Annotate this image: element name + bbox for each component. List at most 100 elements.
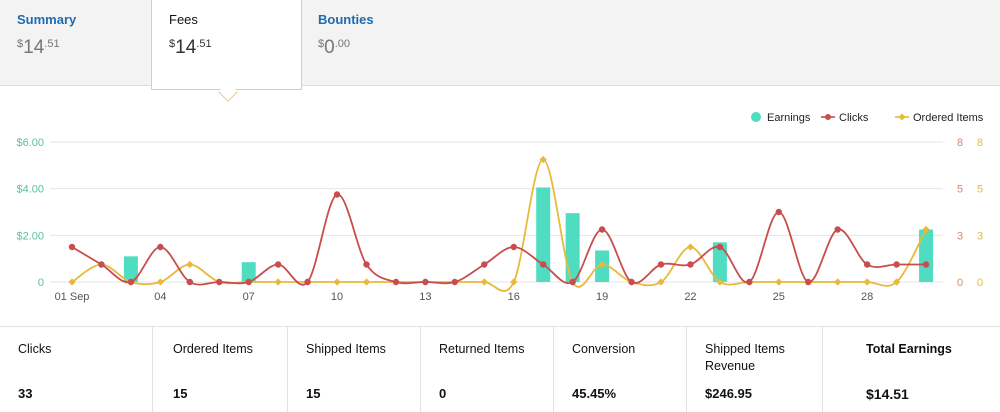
stat-shipped-items-label: Shipped Items (306, 342, 386, 356)
clicks-point (127, 278, 135, 286)
ordered-items-point (362, 278, 371, 286)
y-right-clicks-tick-label: 3 (957, 230, 963, 242)
stat-total-earnings: Total Earnings $14.51 (848, 327, 1000, 412)
stat-shipped-revenue-value: $246.95 (705, 386, 752, 401)
clicks-point (775, 208, 782, 216)
clicks-point (363, 261, 370, 268)
stat-shipped-items: Shipped Items 15 (288, 327, 421, 412)
y-left-tick-label: $2.00 (16, 230, 44, 242)
x-tick-label: 19 (596, 291, 608, 303)
clicks-point (186, 278, 193, 286)
x-tick-label: 13 (419, 291, 431, 303)
legend-ordered-items-label: Ordered Items (913, 112, 984, 124)
stat-conversion-value: 45.45% (572, 386, 617, 401)
clicks-point (657, 261, 665, 268)
clicks-point (540, 261, 547, 268)
tab-bounties[interactable]: Bounties $0.00 (301, 0, 501, 86)
y-right-ordered-tick-label: 0 (977, 277, 983, 289)
y-right-ordered-tick-label: 3 (977, 230, 983, 242)
clicks-point (157, 243, 164, 251)
ordered-items-point (68, 278, 76, 286)
legend-earnings-swatch (751, 112, 761, 122)
tab-summary-currency: $ (17, 38, 24, 50)
ordered-items-point (892, 278, 901, 286)
tab-summary-fraction: .51 (44, 38, 60, 50)
tab-bounties-amount: $0.00 (318, 37, 501, 59)
stat-clicks-value: 33 (18, 386, 33, 401)
stat-returned-items-label: Returned Items (439, 342, 525, 356)
ordered-items-point (922, 225, 930, 234)
legend-clicks-swatch (825, 114, 831, 120)
ordered-items-point (274, 278, 282, 286)
stat-ordered-items: Ordered Items 15 (155, 327, 288, 412)
ordered-items-point (657, 278, 665, 286)
clicks-point (333, 191, 341, 198)
earnings-bar (536, 187, 551, 282)
clicks-point (687, 261, 694, 268)
clicks-point (245, 278, 252, 286)
y-left-tick-label: 0 (38, 277, 44, 289)
tab-bounties-label: Bounties (318, 12, 374, 27)
ordered-items-point (834, 278, 842, 286)
clicks-point (98, 261, 105, 268)
tab-summary[interactable]: Summary $14.51 (0, 0, 151, 86)
stat-ordered-items-label: Ordered Items (173, 342, 253, 356)
x-tick-label: 04 (154, 291, 166, 303)
tab-bounties-currency: $ (318, 38, 325, 50)
x-tick-label: 10 (331, 291, 343, 303)
tab-summary-label: Summary (17, 12, 77, 27)
tab-summary-amount: $14.51 (17, 37, 151, 59)
clicks-point (510, 243, 517, 251)
clicks-point (598, 226, 606, 233)
legend-clicks-label: Clicks (839, 112, 869, 124)
tab-fees-fraction: .51 (196, 38, 212, 50)
clicks-series-line (71, 193, 927, 286)
active-tab-pointer (218, 82, 238, 102)
stat-returned-items-value: 0 (439, 386, 447, 401)
clicks-point (216, 278, 223, 286)
ordered-items-series-line (71, 158, 927, 292)
stat-shipped-revenue: Shipped Items Revenue $246.95 (687, 327, 823, 412)
stat-clicks: Clicks 33 (0, 327, 153, 412)
ordered-items-point (598, 260, 606, 269)
clicks-point (805, 278, 812, 286)
clicks-point (746, 278, 753, 286)
x-tick-label: 25 (773, 291, 785, 303)
clicks-point (422, 278, 429, 286)
tab-fees-label: Fees (169, 12, 198, 27)
tab-fees[interactable]: Fees $14.51 (151, 0, 302, 102)
y-right-clicks-tick-label: 0 (957, 277, 963, 289)
clicks-point (893, 261, 900, 268)
earnings-bar (123, 256, 138, 282)
clicks-point (834, 226, 841, 233)
stat-total-earnings-label: Total Earnings (866, 342, 952, 356)
ordered-items-point (775, 278, 783, 286)
stat-total-earnings-value: $14.51 (866, 386, 909, 402)
earnings-chart-area: 0 $2.00 $4.00 $6.00 0 3 5 8 0 3 5 8 01 Sep 04 07 10 13 16… (0, 100, 1000, 310)
x-tick-label: 07 (243, 291, 255, 303)
clicks-point (716, 243, 724, 251)
ordered-items-point (480, 278, 488, 286)
y-right-clicks-tick-label: 8 (957, 137, 963, 149)
stat-conversion: Conversion 45.45% (554, 327, 687, 412)
clicks-point (304, 278, 311, 286)
x-tick-label: 01 Sep (55, 291, 90, 303)
ordered-items-point (539, 155, 547, 164)
stat-clicks-label: Clicks (18, 342, 52, 356)
earnings-chart: 0 $2.00 $4.00 $6.00 0 3 5 8 0 3 5 8 01 Sep 04 07 10 13 16… (16, 112, 984, 303)
y-right-ordered-tick-label: 5 (977, 184, 983, 196)
clicks-point (628, 278, 635, 286)
tab-bounties-fraction: .00 (334, 38, 350, 50)
stat-shipped-items-value: 15 (306, 386, 321, 401)
clicks-point (481, 261, 488, 268)
clicks-point (392, 278, 400, 286)
y-right-ordered-tick-label: 8 (977, 137, 983, 149)
y-left-tick-label: $4.00 (16, 184, 44, 196)
stats-summary-row: Clicks 33 Ordered Items 15 Shipped Items… (0, 326, 1000, 412)
tab-fees-currency: $ (169, 38, 176, 50)
tab-fees-whole: 14 (175, 37, 197, 58)
stat-ordered-items-value: 15 (173, 386, 188, 401)
tab-fees-amount: $14.51 (169, 37, 301, 59)
clicks-point (863, 261, 871, 268)
tab-bar: Summary $14.51 Fees $14.51 Bounties $0.0… (0, 0, 1000, 102)
